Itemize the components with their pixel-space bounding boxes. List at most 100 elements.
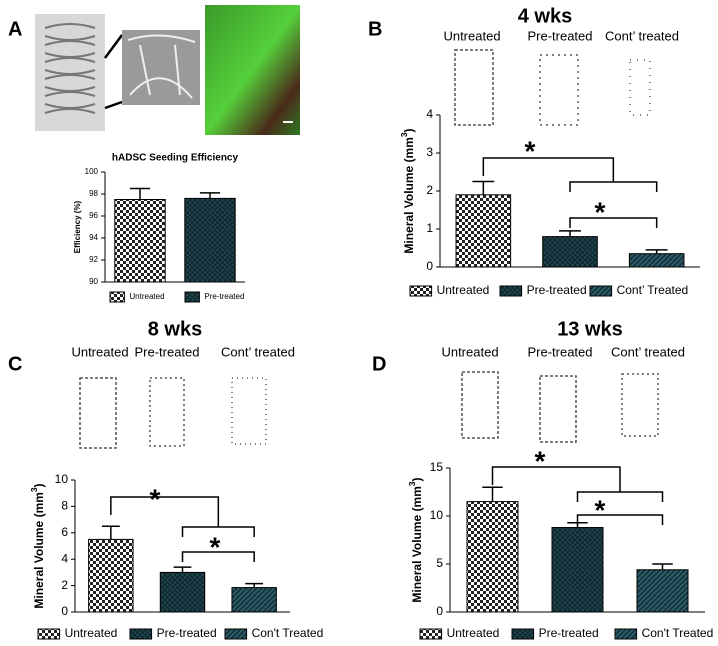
y-tick-label: 4 [426, 107, 433, 121]
image-label: Pre-treated [527, 28, 592, 43]
y-tick-label: 2 [426, 183, 433, 197]
bar [628, 253, 685, 268]
legend-swatch [614, 628, 638, 640]
significance-star: * [150, 483, 161, 514]
legend-swatch [419, 628, 443, 640]
bar [455, 194, 512, 268]
y-axis-label: Mineral Volume (mm3) [407, 477, 424, 602]
y-axis-label-text: Mineral Volume (mm [402, 137, 416, 253]
y-tick-label: 98 [89, 189, 98, 198]
panel-letter: A [8, 18, 22, 40]
image-label: Untreated [441, 344, 498, 359]
chart-title: 13 wks [557, 318, 623, 340]
fluorescence-image [205, 5, 300, 135]
significance-bracket [482, 157, 658, 228]
image-label: Cont’ treated [611, 344, 685, 359]
y-axis-label-text: Mineral Volume (mm [410, 486, 424, 602]
y-tick-label: 6 [61, 525, 68, 539]
significance-bracket [491, 466, 664, 525]
image-label: Untreated [443, 28, 500, 43]
y-tick-label: 3 [426, 145, 433, 159]
bar [184, 197, 236, 283]
y-axis-label-sup: 3 [399, 132, 409, 137]
panel-letter: D [372, 353, 386, 375]
chart-panel: B 4 wks Untreated Pre-treated Cont’ treated 0… [368, 5, 700, 297]
legend-label: Untreated [437, 283, 490, 297]
chart-panel: C 8 wks Untreated Pre-treated Cont’ treated 0… [8, 318, 323, 640]
y-axis-label-sup: 3 [407, 481, 417, 486]
legend-swatch [499, 285, 523, 297]
legend-swatch [109, 291, 125, 303]
legend-swatch [129, 628, 153, 640]
y-tick-label: 0 [436, 604, 443, 618]
error-bar [101, 525, 120, 540]
bar [231, 587, 277, 613]
bar [114, 199, 166, 283]
significance-star: * [595, 196, 606, 227]
bar [542, 236, 598, 268]
error-bar [645, 249, 668, 254]
y-tick-label: 100 [85, 167, 99, 176]
y-axis-label: Mineral Volume (mm3) [399, 128, 416, 253]
error-bar [199, 192, 221, 199]
y-axis-label: Mineral Volume (mm3) [29, 483, 46, 608]
y-tick-label: 10 [430, 508, 444, 522]
y-axis-label: Efficiency (%) [73, 200, 82, 253]
image-label: Cont’ treated [605, 28, 679, 43]
image-label: Untreated [71, 344, 128, 359]
legend-label: Pre-treated [539, 626, 599, 640]
y-tick-label: 92 [89, 255, 98, 264]
y-axis-label-tail: ) [32, 483, 46, 487]
error-bar [482, 486, 503, 502]
bar [159, 571, 206, 613]
significance-star: * [595, 494, 606, 525]
significance-star: * [525, 135, 536, 166]
significance-bracket [110, 496, 255, 562]
significance-star: * [535, 445, 546, 476]
panel-letter: C [8, 353, 22, 375]
scaffold-images [35, 5, 300, 135]
image-label: Cont’ treated [221, 344, 295, 359]
y-tick-label: 10 [55, 472, 69, 486]
legend-swatch [511, 628, 535, 640]
legend-label: Pre-treated [204, 292, 244, 301]
legend-label: Con't Treated [252, 626, 324, 640]
legend-label: Untreated [129, 292, 164, 301]
chart-title: 4 wks [518, 5, 572, 27]
chart-title: hADSC Seeding Efficiency [112, 153, 239, 164]
image-label: Pre-treated [527, 344, 592, 359]
legend-swatch [184, 291, 200, 303]
legend-label: Pre-treated [527, 283, 587, 297]
y-tick-label: 8 [61, 499, 68, 513]
y-tick-label: 1 [426, 221, 433, 235]
y-axis-label-tail: ) [402, 128, 416, 132]
bar [636, 569, 689, 613]
significance-star: * [210, 531, 221, 562]
y-axis-label-tail: ) [410, 477, 424, 481]
y-tick-label: 0 [426, 259, 433, 273]
y-tick-label: 90 [89, 277, 98, 286]
error-bar [173, 566, 192, 573]
microct-images [79, 49, 659, 449]
y-tick-label: 15 [430, 460, 444, 474]
y-tick-label: 5 [436, 556, 443, 570]
legend-label: Pre-treated [157, 626, 217, 640]
panel-letter: B [368, 18, 382, 40]
bar [88, 538, 134, 613]
error-bar [652, 563, 673, 570]
legend-label: Con't Treated [642, 626, 714, 640]
legend-swatch [37, 628, 61, 640]
legend-swatch [589, 285, 613, 297]
chart-title: 8 wks [148, 318, 202, 340]
y-tick-label: 96 [89, 211, 98, 220]
bar [466, 501, 519, 613]
legend-swatch [224, 628, 248, 640]
legend-label: Untreated [447, 626, 500, 640]
legend-label: Untreated [65, 626, 118, 640]
error-bar [245, 582, 264, 588]
y-tick-label: 94 [89, 233, 98, 242]
legend-swatch [409, 285, 433, 297]
